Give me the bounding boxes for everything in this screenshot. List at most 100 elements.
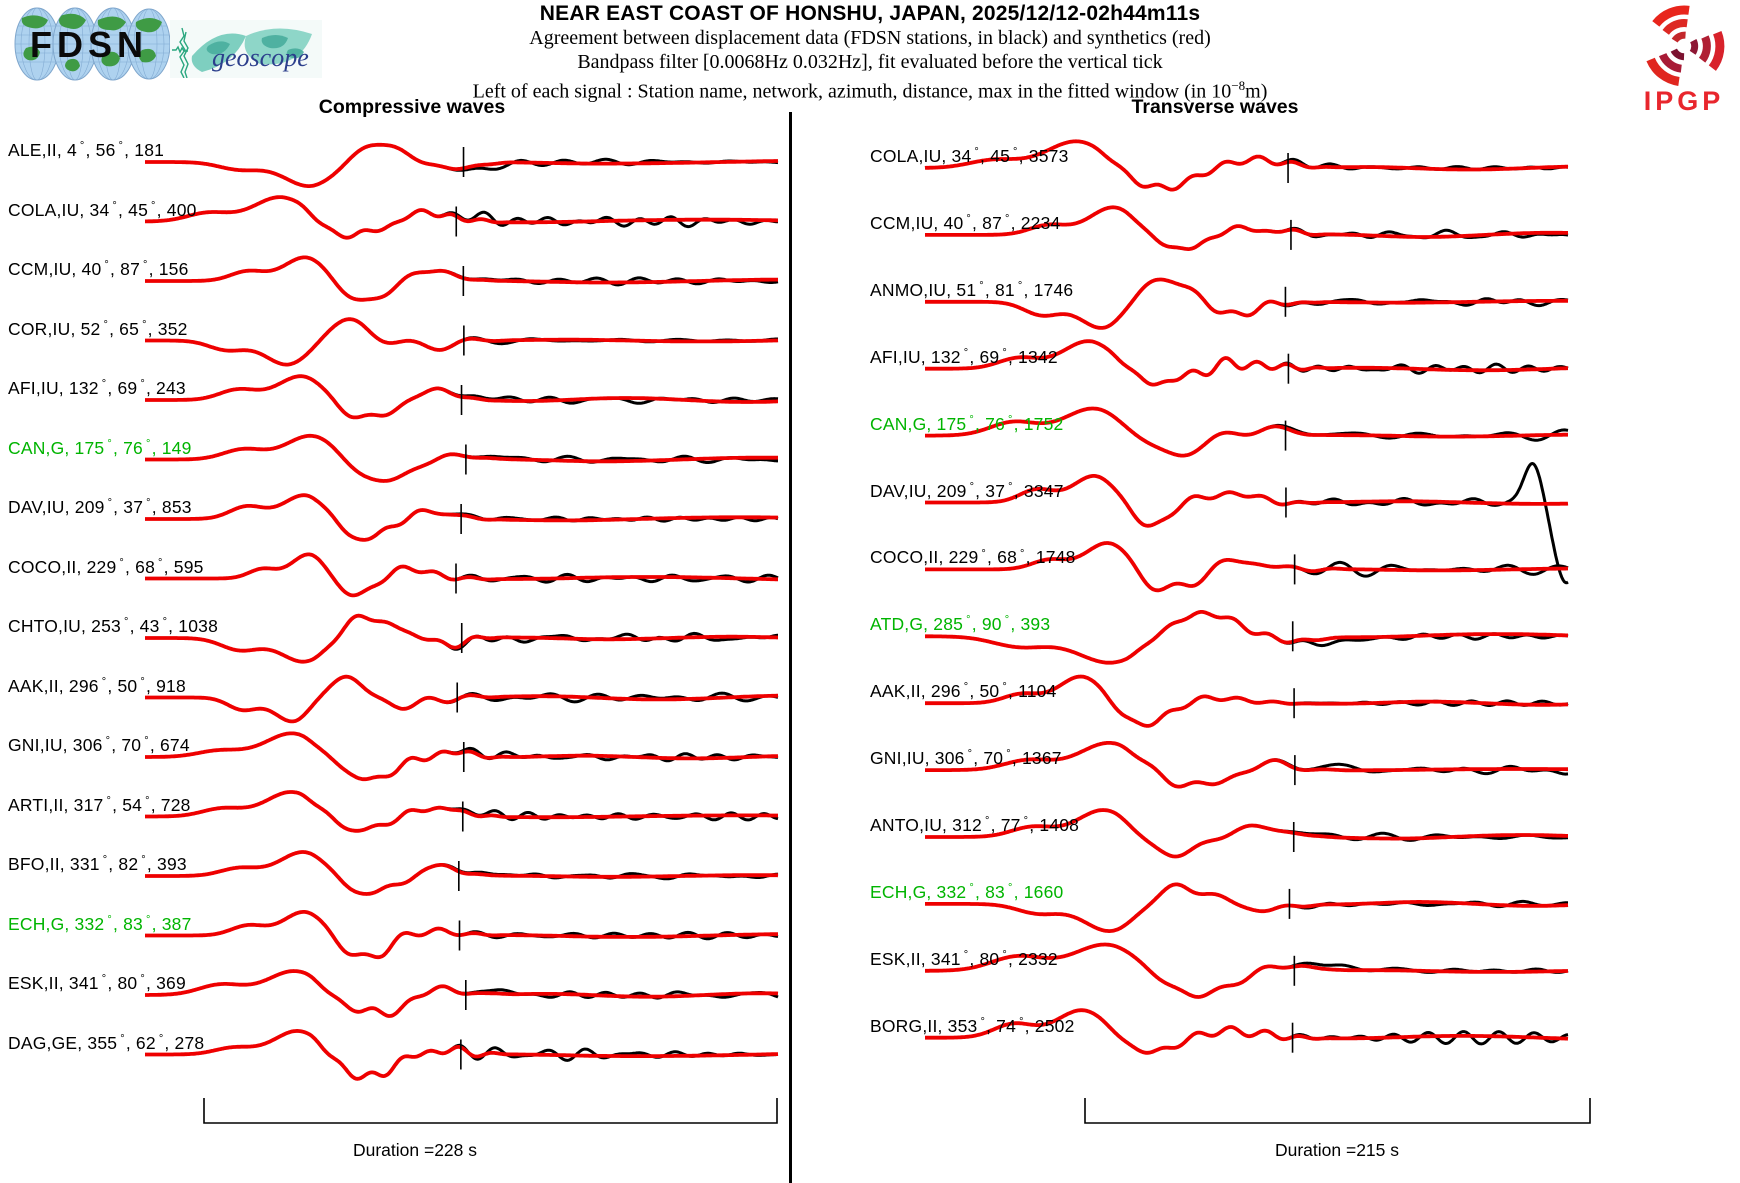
station-label-text: AFI,IU, 132 [8,378,99,398]
trace-synthetic [924,406,1569,458]
station-label: DAG,GE, 355 °, 62 °, 278 [8,1033,204,1054]
trace-synthetic [144,433,779,483]
fdsn-logo-text: FDSN [30,24,148,65]
station-label-text: , 1408 [1029,815,1080,835]
station-label-text: , 1038 [168,616,219,636]
station-label-text: DAG,GE, 355 [8,1032,118,1053]
station-label-text: , 77 [990,815,1021,835]
degree-sign: ° [966,213,972,226]
station-label: COLA,IU, 34 °, 45 °, 400 [8,200,197,221]
station-label-text: DAV,IU, 209 [8,497,105,517]
degree-sign: ° [143,259,148,272]
station-label: COCO,II, 229 °, 68 °, 595 [8,557,204,578]
degree-sign: ° [145,913,151,926]
duration-label-compressive: Duration =228 s [352,1140,478,1160]
trace-synthetic [144,317,779,367]
degree-sign: ° [967,748,973,761]
station-label-text: , 1746 [1023,279,1074,300]
trace-synthetic [924,808,1569,859]
station-label: AAK,II, 296 °, 50 °, 1104 [870,681,1057,702]
duration-bracket [203,1098,778,1124]
station-label: ESK,II, 341 °, 80 °, 2332 [870,949,1058,970]
station-label: CCM,IU, 40 °, 87 °, 2234 [870,213,1060,234]
degree-sign: ° [107,437,112,450]
panel-title-compressive: Compressive waves [318,96,506,118]
trace-synthetic [924,1008,1569,1055]
station-label-text: CHTO,IU, 253 [8,616,121,636]
degree-sign: ° [146,497,151,510]
degree-sign: ° [101,378,107,391]
station-label-text: ATD,G, 285 [870,614,964,635]
station-label: CHTO,IU, 253 °, 43 °, 1038 [8,616,218,637]
trace-synthetic [924,205,1569,251]
station-label: ECH,G, 332 °, 83 °, 1660 [870,882,1063,903]
degree-sign: ° [969,413,974,426]
station-label-text: , 68 [987,547,1018,568]
trace-synthetic [144,142,779,188]
subtitle-line3: Bandpass filter [0.0068Hz 0.032Hz], fit … [577,51,1163,73]
station-label-text: , 87 [972,212,1003,233]
station-label-text: AFI,IU, 132 [870,346,961,367]
panel-title-transverse: Transverse waves [1131,96,1299,118]
degree-sign: ° [144,735,149,748]
station-label-text: , 37 [113,497,144,517]
degree-sign: ° [1004,614,1010,627]
degree-sign: ° [1002,346,1007,359]
station-label-text: , 45 [118,199,149,220]
station-label-text: , 69 [107,378,138,398]
degree-sign: ° [969,480,975,493]
station-label-text: , 1660 [1013,881,1064,902]
station-label-text: , 2502 [1024,1015,1075,1036]
station-label-text: CCM,IU, 40 [870,212,964,233]
degree-sign: ° [969,882,974,895]
station-label-text: , 352 [147,318,188,339]
degree-sign: ° [104,259,110,272]
fdsn-logo: FDSN [8,4,171,89]
degree-sign: ° [118,140,124,153]
station-label-text: , 1104 [1007,681,1057,702]
station-label-text: BFO,II, 331 [8,854,100,874]
station-label-text: ECH,G, 332 [870,881,967,902]
degree-sign: ° [112,199,118,212]
station-label-text: , 74 [986,1015,1017,1036]
degree-sign: ° [1008,480,1013,493]
trace-synthetic [144,195,779,240]
degree-sign: ° [140,675,145,688]
degree-sign: ° [1002,681,1007,694]
station-label: ARTI,II, 317 °, 54 °, 728 [8,795,191,816]
station-label-text: ANTO,IU, 312 [870,815,982,835]
degree-sign: ° [107,913,112,926]
station-label-text: , 54 [112,794,143,815]
station-label: CAN,G, 175 °, 76 °, 1752 [870,414,1063,435]
panel-divider [789,112,792,1183]
station-label-text: CCM,IU, 40 [8,259,102,279]
station-label: COR,IU, 52 °, 65 °, 352 [8,319,188,340]
degree-sign: ° [963,346,969,359]
station-label: BFO,II, 331 °, 82 °, 393 [8,854,187,875]
station-label-text: , 81 [984,279,1015,300]
station-label-text: , 3573 [1018,146,1069,166]
degree-sign: ° [105,735,111,748]
trace-synthetic [924,610,1569,665]
station-label-text: , 156 [148,259,189,279]
degree-sign: ° [979,279,984,292]
subtitle-line4-text: Left of each signal : Station name, netw… [472,80,1232,103]
station-label: AAK,II, 296 °, 50 °, 918 [8,676,186,697]
trace-synthetic [924,741,1569,789]
station-label-text: BORG,II, 353 [870,1015,978,1036]
station-label-text: COLA,IU, 34 [870,146,972,166]
duration-label-transverse: Duration =215 s [1274,1140,1400,1160]
station-label-text: , 728 [150,794,191,815]
trace-observed [144,731,779,781]
station-label-text: ARTI,II, 317 [8,794,104,815]
subtitle-line4-end: m) [1245,80,1268,103]
station-label-text: , 76 [112,437,143,458]
station-label-text: DAV,IU, 209 [870,480,967,501]
station-label-text: , 68 [125,556,156,577]
station-label-text: ECH,G, 332 [8,913,105,934]
trace-synthetic [924,474,1569,528]
degree-sign: ° [963,681,969,694]
station-label-text: , 149 [151,437,192,458]
ipgp-logo-text: IPGP [1644,86,1725,116]
